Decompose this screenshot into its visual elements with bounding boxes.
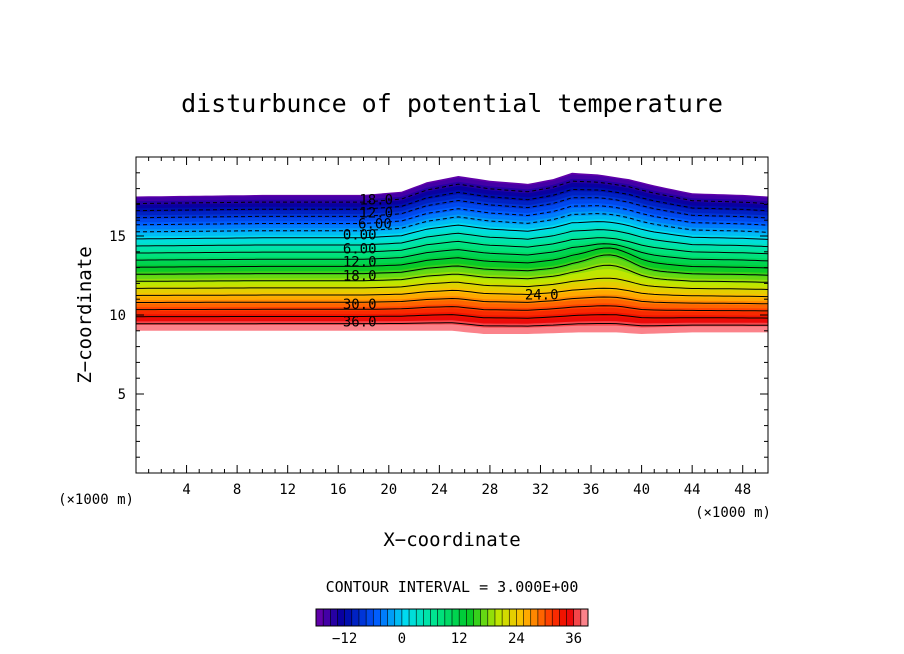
colorbar-cell bbox=[537, 609, 546, 626]
x-unit-left: (×1000 m) bbox=[58, 492, 134, 508]
contour-line bbox=[136, 305, 768, 312]
contour-line bbox=[136, 229, 768, 248]
colorbar-cell bbox=[487, 609, 496, 626]
y-axis-label: Z−coordinate bbox=[74, 246, 96, 383]
contour-line bbox=[136, 296, 768, 305]
contour-label: 24.0 bbox=[525, 288, 559, 304]
colorbar-cell bbox=[566, 609, 574, 626]
colorbar-cell bbox=[373, 609, 381, 626]
contour-label: 6.00 bbox=[358, 216, 392, 232]
contour-line bbox=[136, 197, 768, 219]
colorbar-cell bbox=[473, 609, 481, 626]
contour-line bbox=[136, 247, 768, 269]
colorbar-cell bbox=[330, 609, 338, 626]
contour-label: 6.00 bbox=[343, 242, 377, 258]
colorbar-cell bbox=[409, 609, 417, 626]
colorbar-cell bbox=[437, 609, 446, 626]
contour-line bbox=[136, 188, 768, 212]
colorbar-cell bbox=[459, 609, 467, 626]
colorbar-cell bbox=[380, 609, 388, 626]
colorbar-cell bbox=[430, 609, 438, 626]
x-axis-label: X−coordinate bbox=[383, 529, 520, 551]
x-tick-label: 12 bbox=[279, 482, 296, 498]
x-tick-label: 28 bbox=[481, 482, 498, 498]
contour-label: 12.0 bbox=[359, 205, 393, 221]
chart-title: disturbunce of potential temperature bbox=[181, 89, 723, 118]
colorbar-cell bbox=[502, 609, 510, 626]
x-tick-label: 24 bbox=[431, 482, 448, 498]
colorbar-tick-label: 12 bbox=[451, 631, 468, 647]
contour-line bbox=[136, 264, 768, 283]
contour-label: 12.0 bbox=[343, 254, 377, 270]
colorbar: −12 0 12 24 36 bbox=[315, 608, 589, 647]
contour-line bbox=[136, 237, 768, 255]
contour-line bbox=[136, 213, 768, 233]
contour-label: 0.00 bbox=[343, 227, 377, 243]
colorbar-cell bbox=[480, 609, 489, 626]
colorbar-cell bbox=[494, 609, 503, 626]
x-tick-label: 32 bbox=[532, 482, 549, 498]
y-tick-label: 10 bbox=[109, 308, 126, 324]
contour-line bbox=[136, 322, 768, 327]
colorbar-cell bbox=[351, 609, 360, 626]
contour-label: 18.0 bbox=[343, 269, 377, 285]
colorbar-cell bbox=[444, 609, 453, 626]
colorbar-cell bbox=[337, 609, 345, 626]
colorbar-tick-label: −12 bbox=[332, 631, 357, 647]
x-tick-label: 8 bbox=[233, 482, 241, 498]
contour-line bbox=[136, 205, 768, 226]
x-tick-label: 16 bbox=[330, 482, 347, 498]
contour-line bbox=[136, 314, 768, 319]
contour-line bbox=[136, 180, 768, 205]
colorbar-cell bbox=[416, 609, 424, 626]
contour-label: 18.0 bbox=[359, 193, 393, 209]
colorbar-cell bbox=[516, 609, 524, 626]
x-unit-right: (×1000 m) bbox=[695, 505, 771, 521]
colorbar-cell bbox=[387, 609, 396, 626]
contour-line bbox=[136, 221, 768, 240]
colorbar-cell bbox=[559, 609, 567, 626]
contour-field bbox=[136, 172, 768, 334]
contour-line bbox=[136, 254, 768, 276]
contour-label: 30.0 bbox=[343, 297, 377, 313]
colorbar-frame bbox=[315, 608, 589, 627]
colorbar-cell bbox=[344, 609, 353, 626]
y-tick-label: 5 bbox=[118, 387, 126, 403]
colorbar-cell bbox=[530, 609, 539, 626]
contour-lines bbox=[136, 180, 768, 327]
colorbar-cell bbox=[401, 609, 410, 626]
contour-line bbox=[136, 243, 768, 262]
colorbar-cell bbox=[323, 609, 331, 626]
colorbar-cell bbox=[552, 609, 560, 626]
colorbar-cell bbox=[394, 609, 403, 626]
colorbar-tick-label: 36 bbox=[565, 631, 582, 647]
x-tick-label: 20 bbox=[380, 482, 397, 498]
colorbar-cell bbox=[466, 609, 474, 626]
x-tick-label: 36 bbox=[583, 482, 600, 498]
x-tick-label: 48 bbox=[734, 482, 751, 498]
colorbar-cell bbox=[523, 609, 532, 626]
colorbar-cell bbox=[452, 609, 460, 626]
contour-interval-text: CONTOUR INTERVAL = 3.000E+00 bbox=[326, 578, 579, 596]
x-tick-label: 4 bbox=[182, 482, 190, 498]
colorbar-tick-label: 0 bbox=[398, 631, 406, 647]
colorbar-cell bbox=[573, 609, 582, 626]
colorbar-cell bbox=[316, 609, 324, 626]
x-tick-label: 44 bbox=[684, 482, 701, 498]
x-tick-label: 40 bbox=[633, 482, 650, 498]
contour-line bbox=[136, 277, 768, 290]
colorbar-cell bbox=[358, 609, 367, 626]
colorbar-cell bbox=[509, 609, 517, 626]
colorbar-cell bbox=[423, 609, 431, 626]
colorbar-cell bbox=[580, 609, 589, 626]
y-tick-label: 15 bbox=[109, 229, 126, 245]
contour-label: 36.0 bbox=[343, 314, 377, 330]
contour-line bbox=[136, 287, 768, 298]
colorbar-cell bbox=[366, 609, 374, 626]
colorbar-cell bbox=[545, 609, 553, 626]
colorbar-tick-label: 24 bbox=[508, 631, 525, 647]
